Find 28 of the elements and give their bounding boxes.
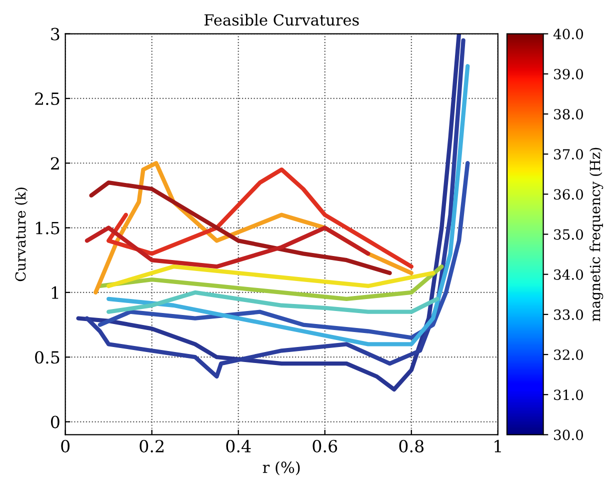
- color-bar-label: 37.0: [554, 149, 584, 160]
- y-tick-label: 1: [52, 286, 58, 299]
- x-tick-label: 0.2: [140, 440, 164, 452]
- color-bar-label: 33.0: [554, 309, 584, 320]
- x-tick-label: 1: [494, 440, 501, 452]
- y-tick-label: 3: [51, 28, 60, 40]
- y-tick-label: 0.5: [35, 351, 60, 364]
- y-tick-label: 2.5: [35, 92, 60, 106]
- color-bar-label: 39.0: [554, 68, 584, 80]
- color-bar-label: 36.0: [554, 189, 584, 200]
- x-tick-label: 0: [61, 440, 70, 452]
- y-tick-label: 1.5: [36, 222, 60, 234]
- color-bar-title: magnetic frequency (Hz): [589, 148, 604, 322]
- color-bar-label: 35.0: [554, 229, 584, 240]
- color-bar-label: 38.0: [554, 108, 584, 120]
- y-axis-title: Curvature (k): [14, 188, 28, 282]
- color-bar-label: 40.0: [553, 28, 584, 40]
- color-bar-label: 34.0: [554, 269, 584, 280]
- chart-title: Feasible Curvatures: [204, 14, 359, 26]
- color-bar-label: 32.0: [554, 349, 584, 360]
- x-tick-label: 0.6: [312, 440, 338, 452]
- color-bar-label: 31.0: [554, 390, 584, 400]
- x-tick-label: 0.4: [226, 440, 251, 452]
- x-axis-title: r (%): [262, 461, 300, 476]
- y-tick-label: 2: [51, 157, 59, 170]
- x-tick-label: 0.8: [399, 440, 424, 452]
- y-tick-label: 0: [50, 416, 60, 428]
- color-bar-label: 30.0: [554, 430, 584, 440]
